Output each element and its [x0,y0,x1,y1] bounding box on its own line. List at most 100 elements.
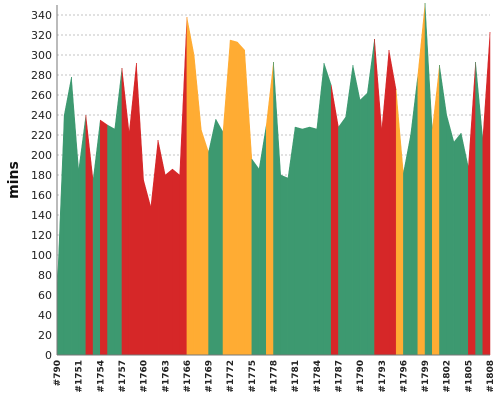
area-segment [172,168,180,356]
area-segment [338,116,346,356]
x-tick-label: #1772 [226,360,236,393]
y-tick-label: 340 [31,9,52,22]
area-segment [323,62,332,356]
area-segment [280,174,289,356]
area-segment [468,61,476,356]
x-tick-label: #790 [53,360,63,386]
area-segment [460,132,469,356]
area-segment [215,118,224,356]
area-segment [381,49,390,356]
area-segment [432,64,440,356]
area-segment [316,62,325,356]
area-segment [107,124,115,356]
x-tick-label: #1763 [161,360,171,393]
area-segment [359,92,368,356]
area-segment [388,49,397,356]
area-segment [208,118,217,356]
x-tick-label: #1784 [313,360,323,393]
y-tick-label: 140 [31,209,52,222]
area-segment [128,62,137,356]
area-segment [229,39,238,356]
area-segment [251,158,260,356]
area-segment [403,134,411,356]
y-tick-label: 300 [31,49,52,62]
x-tick-label: #1808 [486,360,496,393]
x-tick-label: #1760 [140,360,150,393]
x-tick-label: #1793 [378,360,388,393]
area-segment [302,126,310,356]
y-tick-label: 320 [31,29,52,42]
y-tick-label: 160 [31,189,52,202]
x-tick-label: #1751 [75,360,85,393]
y-tick-label: 220 [31,129,52,142]
area-segment [410,74,419,356]
area-segment [222,39,231,356]
area-segment [237,41,245,356]
x-tick-label: #1796 [399,360,409,393]
area-segment [100,119,108,356]
x-tick-label: #1766 [183,360,193,393]
y-tick-label: 260 [31,89,52,102]
x-tick-label: #1769 [205,360,215,393]
area-segment [475,61,484,356]
area-segment [424,2,433,356]
y-tick-label: 280 [31,69,52,82]
y-tick-label: 200 [31,149,52,162]
area-segment [63,76,72,356]
area-segment [136,62,144,356]
y-tick-label: 80 [38,269,52,282]
y-tick-label: 100 [31,249,52,262]
y-tick-label: 180 [31,169,52,182]
y-tick-label: 40 [38,309,52,322]
area-segment [482,31,491,356]
y-tick-label: 20 [38,329,52,342]
area-segment [309,126,318,356]
x-tick-label: #1805 [464,360,474,393]
area-segment [78,114,87,356]
area-segment [367,38,375,356]
x-tick-label: #1754 [96,360,106,393]
area-segment [273,61,281,356]
y-tick-label: 60 [38,289,52,302]
area-segment [143,179,152,356]
y-tick-label: 0 [45,349,52,362]
area-segment [446,114,455,356]
area-segment [453,132,462,356]
area-segment [71,76,79,356]
x-tick-label: #1802 [443,360,453,393]
area-segment [121,67,130,356]
x-tick-label: #1799 [421,360,431,393]
area-segment [330,84,339,356]
axis-layer: 0 20 40 60 80 100 120 140 160 180 200 220 240 260 280 3… [31,5,496,393]
area-segment [85,114,94,356]
area-segment [439,64,447,356]
x-tick-label: #1781 [291,360,301,393]
area-segment [266,61,274,356]
area-segment [294,126,303,356]
area-segment [244,49,253,356]
area-layer [56,2,491,356]
x-tick-label: #1775 [248,360,258,393]
y-tick-label: 120 [31,229,52,242]
area-segment [201,129,209,356]
x-tick-label: #1757 [118,360,128,393]
area-segment [287,126,296,356]
y-tick-label: 240 [31,109,52,122]
area-segment [179,16,188,356]
x-tick-label: #1790 [356,360,366,393]
area-segment [150,139,159,356]
area-segment [395,89,404,356]
x-tick-label: #1778 [270,360,280,393]
y-axis-title: mins [6,161,22,199]
area-segment [165,168,173,356]
area-segment [186,16,195,356]
x-tick-label: #1787 [334,360,344,393]
area-segment [258,124,267,356]
area-segment [417,2,426,356]
area-segment [352,64,361,356]
area-segment [157,139,166,356]
area-segment [374,38,382,356]
area-segment [193,54,202,356]
